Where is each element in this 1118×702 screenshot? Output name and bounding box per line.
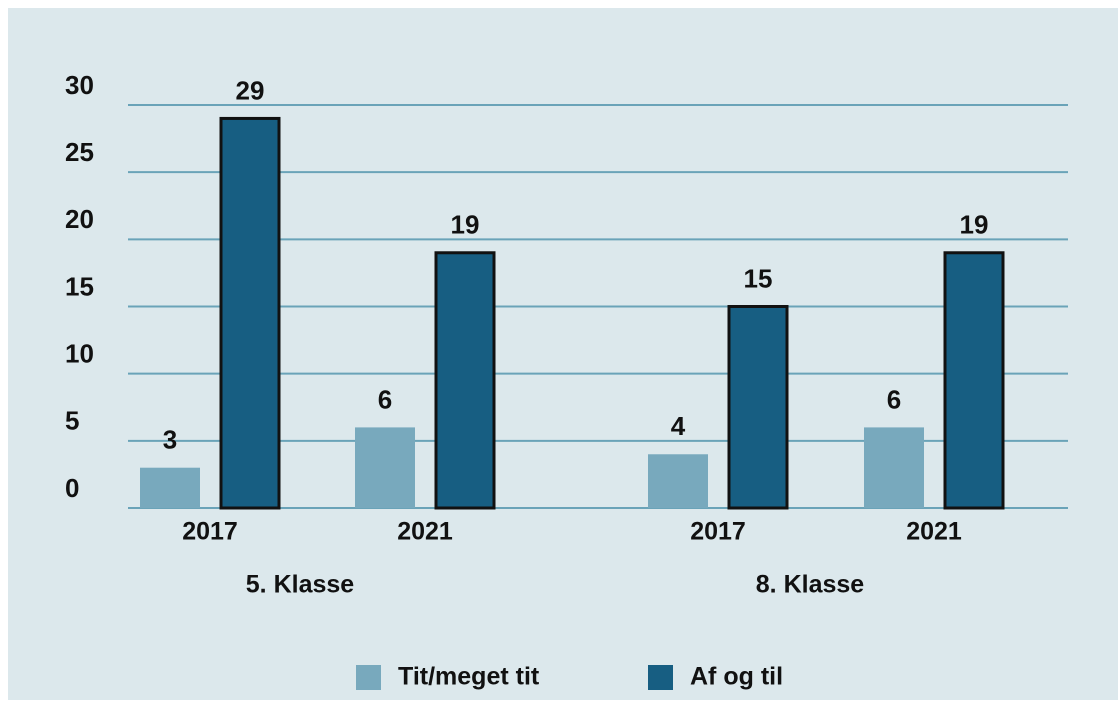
value-label: 4: [671, 411, 686, 441]
value-label: 6: [887, 384, 901, 414]
x-tick-label: 2021: [906, 518, 962, 546]
value-label: 19: [451, 210, 480, 240]
value-label: 3: [163, 425, 177, 455]
bar: [864, 427, 924, 508]
x-tick-label: 2017: [182, 518, 238, 546]
legend-swatch: [648, 665, 673, 690]
legend-swatch: [356, 665, 381, 690]
bar: [648, 454, 708, 508]
bar: [140, 467, 200, 508]
group-label: 8. Klasse: [756, 571, 865, 599]
y-tick-label: 20: [65, 204, 94, 234]
y-tick-label: 0: [65, 473, 79, 503]
group-label: 5. Klasse: [246, 571, 355, 599]
y-tick-label: 15: [65, 271, 94, 301]
bar: [943, 251, 1005, 510]
legend-label: Tit/meget tit: [398, 663, 540, 691]
chart-background: [8, 8, 1118, 700]
x-tick-label: 2017: [690, 518, 746, 546]
bar: [434, 251, 496, 510]
x-tick-label: 2021: [397, 518, 453, 546]
legend-label: Af og til: [690, 663, 783, 691]
y-tick-label: 30: [65, 70, 94, 100]
bar: [355, 427, 415, 508]
value-label: 6: [378, 384, 392, 414]
value-label: 19: [960, 210, 989, 240]
y-tick-label: 25: [65, 137, 94, 167]
y-tick-label: 5: [65, 406, 79, 436]
bar: [219, 116, 281, 510]
value-label: 29: [236, 75, 265, 105]
bar: [727, 305, 789, 510]
value-label: 15: [744, 263, 773, 293]
y-tick-label: 10: [65, 339, 94, 369]
